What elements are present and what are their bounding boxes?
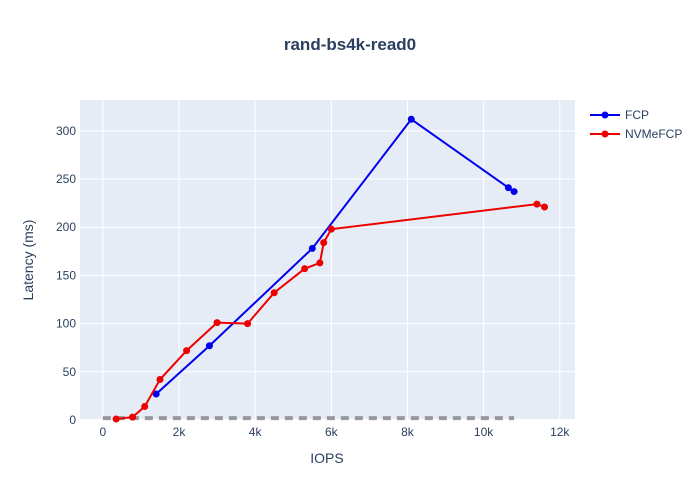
legend: FCP NVMeFCP <box>590 108 682 141</box>
y-tick-label: 100 <box>56 317 76 331</box>
x-tick-label: 4k <box>249 425 263 439</box>
data-point <box>112 415 120 423</box>
data-point <box>504 184 512 192</box>
data-point <box>213 319 221 327</box>
data-point <box>541 203 549 211</box>
data-point <box>244 320 252 328</box>
series-nvmefcp <box>112 200 549 423</box>
x-tick-label: 8k <box>401 425 415 439</box>
y-tick-label: 50 <box>63 365 77 379</box>
data-point <box>183 347 191 355</box>
legend-label: NVMeFCP <box>625 127 682 141</box>
x-tick-label: 10k <box>474 425 494 439</box>
data-point <box>301 265 309 273</box>
data-point <box>129 413 137 421</box>
data-point <box>407 115 415 123</box>
data-point <box>141 403 149 411</box>
series-group <box>112 115 549 423</box>
data-point <box>156 376 164 384</box>
x-tick-label: 0 <box>100 425 107 439</box>
x-tick-label: 12k <box>550 425 570 439</box>
data-point <box>320 239 328 247</box>
data-point <box>510 188 518 196</box>
legend-marker <box>601 111 609 119</box>
data-point <box>152 390 160 398</box>
x-tick-label: 6k <box>325 425 339 439</box>
legend-label: FCP <box>625 108 649 122</box>
y-tick-label: 150 <box>56 268 76 282</box>
y-tick-label: 250 <box>56 172 76 186</box>
x-axis-title: IOPS <box>310 450 343 466</box>
plot-area <box>80 100 575 420</box>
y-axis-title: Latency (ms) <box>20 220 36 301</box>
x-tick-label: 2k <box>173 425 187 439</box>
data-point <box>308 244 316 252</box>
legend-item-nvmefcp[interactable]: NVMeFCP <box>590 127 682 141</box>
data-point <box>316 259 324 267</box>
data-point <box>205 342 213 350</box>
legend-item-fcp[interactable]: FCP <box>590 108 649 122</box>
y-axis-ticks: 0 50 100 150 200 250 300 <box>56 124 76 427</box>
x-axis-ticks: 0 2k 4k 6k 8k 10k 12k <box>100 425 571 439</box>
legend-marker <box>601 130 609 138</box>
series-fcp <box>152 115 518 398</box>
data-point <box>270 289 278 297</box>
data-point <box>327 225 335 233</box>
y-tick-label: 0 <box>69 413 76 427</box>
y-tick-label: 200 <box>56 220 76 234</box>
chart-title: rand-bs4k-read0 <box>284 35 416 54</box>
y-tick-label: 300 <box>56 124 76 138</box>
data-point <box>533 200 541 208</box>
